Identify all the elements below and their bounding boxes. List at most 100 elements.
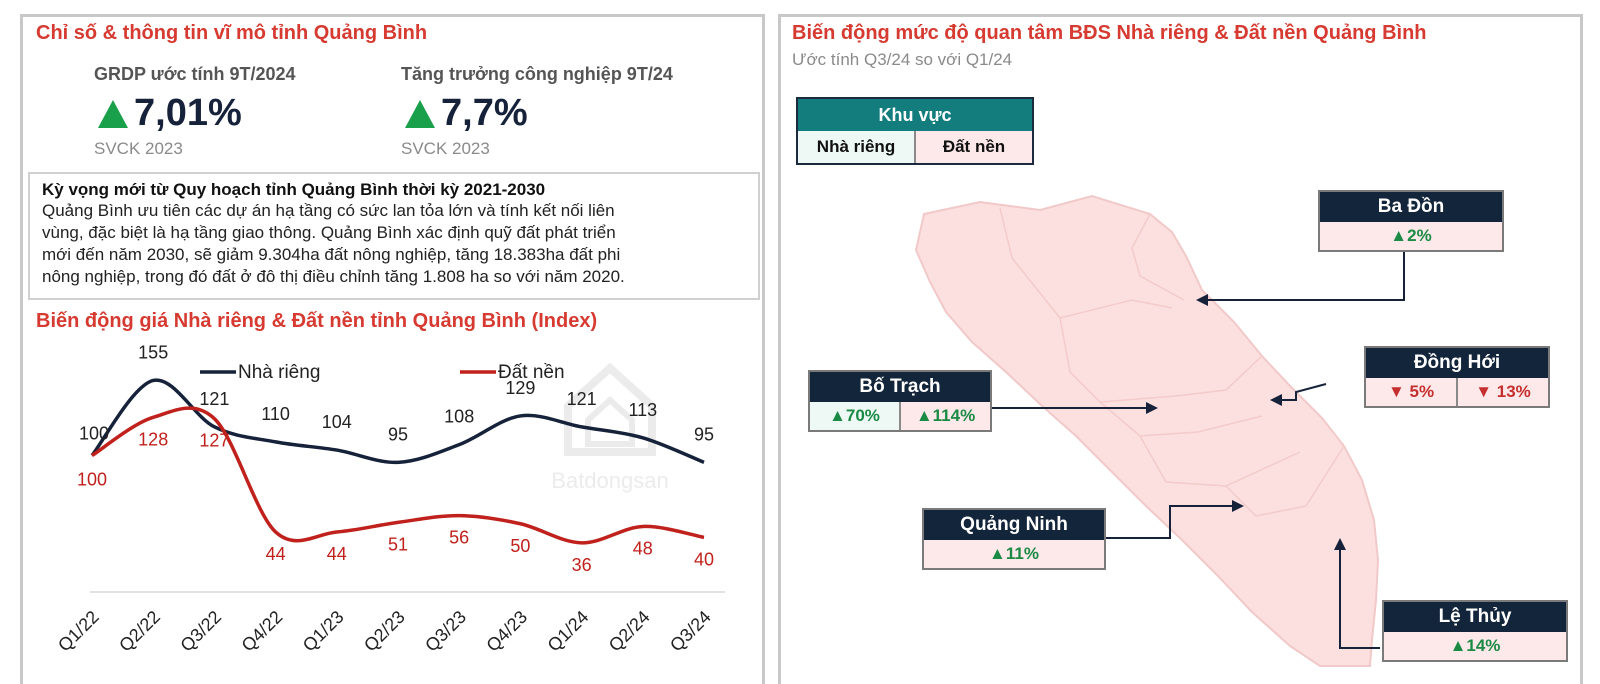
x-tick-label: Q3/23 xyxy=(421,607,470,656)
card-quang-ninh: Quảng Ninh ▲11% xyxy=(922,508,1106,570)
legend-land: Đất nền xyxy=(916,131,1032,163)
region-value: ▲11% xyxy=(924,540,1104,568)
note-line: mới đến năm 2030, sẽ giảm 9.304ha đất nô… xyxy=(42,245,621,264)
right-subtitle: Ước tính Q3/24 so với Q1/24 xyxy=(792,50,1013,69)
region-values: ▼ 5% ▼ 13% xyxy=(1366,378,1548,406)
data-label-house: 108 xyxy=(444,407,474,427)
data-label-land: 100 xyxy=(77,470,107,490)
data-label-house: 121 xyxy=(567,389,597,409)
kpi-grdp-label: GRDP ước tính 9T/2024 xyxy=(94,64,296,84)
up-triangle-icon xyxy=(98,99,128,128)
note-title: Kỳ vọng mới từ Quy hoạch tỉnh Quảng Bình… xyxy=(42,180,546,199)
arrow-head-icon xyxy=(1334,538,1346,550)
card-le-thuy: Lệ Thủy ▲14% xyxy=(1382,600,1568,662)
legend-row: Nhà riêng Đất nền xyxy=(798,131,1032,163)
note-body: Quảng Bình ưu tiên các dự án hạ tầng có … xyxy=(42,200,746,288)
left-title: Chỉ số & thông tin vĩ mô tỉnh Quảng Bình xyxy=(36,22,428,44)
region-value: ▲2% xyxy=(1320,222,1502,250)
x-tick-label: Q2/22 xyxy=(115,607,164,656)
region-values: ▲11% xyxy=(924,540,1104,568)
up-triangle-icon xyxy=(405,99,435,128)
region-legend: Khu vực Nhà riêng Đất nền xyxy=(796,97,1034,165)
card-dong-hoi: Đồng Hới ▼ 5% ▼ 13% xyxy=(1364,346,1550,408)
arrow-head-icon xyxy=(1270,394,1282,406)
arrow-heads xyxy=(1146,294,1346,550)
card-bo-trach: Bố Trạch ▲70% ▲114% xyxy=(808,370,992,432)
data-label-land: 51 xyxy=(388,534,408,554)
data-label-house: 95 xyxy=(388,424,408,444)
chart-title: Biến động giá Nhà riêng & Đất nền tỉnh Q… xyxy=(36,310,598,332)
chart-data-labels: 100 100 155 128 121 127 110 44 104 44 95 51 108 56 129… xyxy=(77,342,714,574)
region-name: Lệ Thủy xyxy=(1384,602,1566,632)
arrow-head-icon xyxy=(1232,500,1244,512)
chart-series xyxy=(90,378,705,545)
x-tick-label: Q3/22 xyxy=(176,607,225,656)
kpi-industry-number: 7,7% xyxy=(441,92,528,134)
data-label-land: 40 xyxy=(694,549,714,569)
note-line: nông nghiệp, trong đó đất ở đô thị điều … xyxy=(42,267,625,286)
arrow-head-icon xyxy=(1146,402,1158,414)
x-tick-label: Q3/24 xyxy=(666,607,715,656)
data-label-land: 56 xyxy=(449,528,469,548)
data-label-house: 95 xyxy=(694,424,714,444)
region-values: ▲14% xyxy=(1384,632,1566,660)
data-label-house: 113 xyxy=(628,400,657,420)
data-label-house: 155 xyxy=(138,342,168,362)
legend-header: Khu vực xyxy=(798,99,1032,131)
district-borders xyxy=(999,207,1345,517)
province-shape xyxy=(914,194,1380,667)
x-tick-label: Q2/23 xyxy=(360,607,409,656)
data-label-house: 104 xyxy=(322,412,352,432)
region-name: Bố Trạch xyxy=(810,372,990,402)
kpi-grdp-value: 7,01% xyxy=(98,92,242,135)
data-label-land: 50 xyxy=(510,536,530,556)
region-values: ▲70% ▲114% xyxy=(810,402,990,430)
data-label-land: 44 xyxy=(266,544,286,564)
kpi-grdp-number: 7,01% xyxy=(134,92,242,134)
data-label-house: 121 xyxy=(199,389,229,409)
kpi-industry-sub: SVCK 2023 xyxy=(401,139,490,158)
data-label-house: 110 xyxy=(261,404,290,424)
arrow-head-icon xyxy=(1196,294,1208,306)
x-tick-label: Q4/22 xyxy=(238,607,287,656)
data-label-land: 44 xyxy=(327,544,347,564)
watermark-house-inner-icon xyxy=(585,395,635,447)
planning-note-box: Kỳ vọng mới từ Quy hoạch tỉnh Quảng Bình… xyxy=(28,172,760,300)
region-name: Đồng Hới xyxy=(1366,348,1548,378)
data-label-land: 127 xyxy=(199,431,229,451)
connector-lines xyxy=(990,248,1405,649)
price-index-chart: Batdongsan Nhà riêng Đất nền 100 100 155 128… xyxy=(54,342,725,656)
legend-house: Nhà riêng xyxy=(798,131,916,163)
data-label-land: 48 xyxy=(633,538,653,558)
x-tick-label: Q1/23 xyxy=(299,607,348,656)
kpi-grdp-sub: SVCK 2023 xyxy=(94,139,183,158)
region-values: ▲2% xyxy=(1320,222,1502,250)
region-name: Quảng Ninh xyxy=(924,510,1104,540)
chart-x-ticks: Q1/22 Q2/22 Q3/22 Q4/22 Q1/23 Q2/23 Q3/23 Q4/23… xyxy=(54,607,715,656)
legend-label: Đất nền xyxy=(498,362,565,383)
note-line: Quảng Bình ưu tiên các dự án hạ tầng có … xyxy=(42,201,615,220)
right-title: Biến động mức độ quan tâm BĐS Nhà riêng … xyxy=(792,22,1427,44)
region-value: ▲14% xyxy=(1384,632,1566,660)
watermark-house-icon xyxy=(564,362,656,456)
x-tick-label: Q2/24 xyxy=(605,607,654,656)
region-value-land: ▲114% xyxy=(899,402,990,430)
region-value-house: ▼ 5% xyxy=(1366,378,1456,406)
card-ba-don: Ba Đồn ▲2% xyxy=(1318,190,1504,252)
quang-binh-map xyxy=(914,194,1405,667)
legend-label: Nhà riêng xyxy=(238,362,320,383)
series-line xyxy=(91,406,705,545)
region-name: Ba Đồn xyxy=(1320,192,1502,222)
note-line: vùng, đặc biệt là hạ tầng giao thông. Qu… xyxy=(42,223,616,242)
x-tick-label: Q1/24 xyxy=(544,607,593,656)
region-value-land: ▼ 13% xyxy=(1456,378,1548,406)
left-panel xyxy=(20,14,765,684)
kpi-industry-label: Tăng trưởng công nghiệp 9T/24 xyxy=(401,64,673,84)
chart-legend: Nhà riêng Đất nền xyxy=(200,362,565,383)
x-tick-label: Q4/23 xyxy=(482,607,531,656)
series-line xyxy=(90,378,705,465)
watermark-text: Batdongsan xyxy=(551,468,668,493)
region-value-house: ▲70% xyxy=(810,402,899,430)
kpi-industry-value: 7,7% xyxy=(405,92,528,135)
data-label-house: 129 xyxy=(505,378,535,398)
